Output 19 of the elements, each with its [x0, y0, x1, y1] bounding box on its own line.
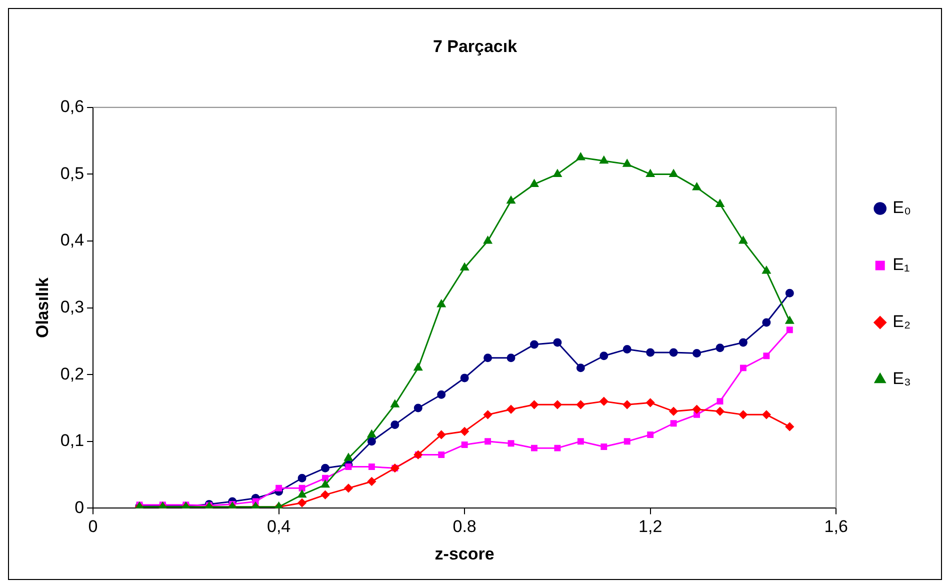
y-tick-label: 0,6	[60, 97, 84, 116]
chart-title: 7 Parçacık	[432, 36, 518, 56]
legend-label: E₃	[892, 369, 911, 388]
y-axis-title: Olasılık	[32, 277, 52, 338]
y-tick-label: 0,2	[60, 364, 84, 384]
x-tick-label: 0,4	[266, 517, 291, 536]
legend-label: E₀	[892, 198, 912, 218]
y-tick-label: 0,5	[60, 164, 84, 183]
x-axis-title: z-score	[434, 544, 494, 564]
x-tick-label: 1,2	[638, 517, 662, 536]
y-tick-label: 0,3	[60, 297, 84, 316]
y-tick-label: 0,1	[60, 431, 84, 450]
legend-label: E₂	[892, 312, 911, 332]
x-tick-label: 1,6	[824, 517, 848, 536]
legend-label: E₁	[892, 255, 910, 274]
x-tick-label: 0.8	[452, 517, 476, 536]
y-tick-label: 0	[74, 498, 84, 517]
y-tick-label: 0,4	[60, 230, 84, 250]
x-tick-label: 0	[88, 517, 98, 536]
